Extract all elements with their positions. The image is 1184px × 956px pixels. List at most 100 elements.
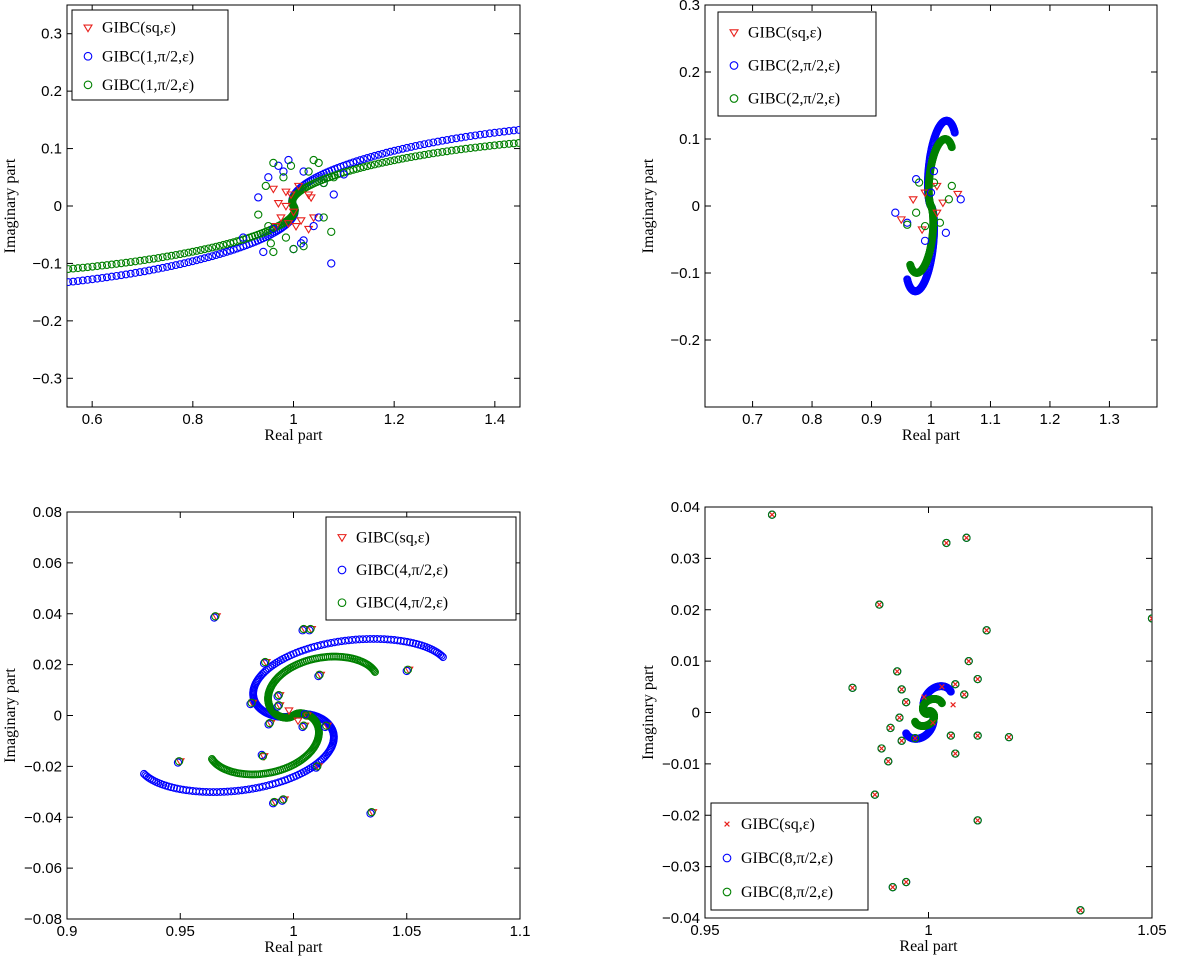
series-point-3 (279, 795, 288, 804)
legend-box (717, 11, 877, 117)
legend: GIBC(sq,ε) GIBC(2,π/2,ε) GIBC(2,π/2,ε) (717, 11, 877, 117)
series-point-3 (903, 220, 912, 229)
series-point-1 (293, 717, 303, 726)
y-tick-label: 0.04 (33, 606, 62, 623)
series-point-3 (947, 181, 956, 191)
spiral-point-blue (535, 125, 542, 132)
series-point-1 (887, 725, 894, 731)
series-point-3 (319, 213, 328, 222)
spiral-point-green (457, 145, 465, 154)
spiral-point-blue (67, 278, 73, 287)
spiral-point-blue (219, 249, 228, 257)
series-point-3 (301, 711, 311, 720)
spiral-point-green (642, 134, 649, 141)
series-point-3 (403, 665, 413, 674)
series-point-2 (299, 167, 308, 176)
spiral-point-green (93, 262, 102, 271)
spiral-point-blue (411, 142, 420, 150)
spiral-point-green (208, 756, 217, 765)
spiral-point-blue (154, 264, 163, 273)
series-point-1 (1077, 907, 1084, 914)
series-point-2 (296, 239, 306, 248)
series-point-3 (875, 600, 884, 609)
series-point-1 (963, 535, 970, 541)
spiral-point-green (8, 270, 15, 277)
spiral-point-blue (356, 156, 365, 165)
spiral-point-blue (402, 143, 411, 152)
spiral-point-green (69, 264, 78, 273)
y-tick-label: −0.06 (24, 860, 62, 877)
spiral-point-green (208, 755, 216, 763)
spiral-point-green (563, 136, 570, 143)
spiral-point-green (67, 265, 73, 273)
series-point-1 (932, 209, 942, 218)
series-point-3 (895, 713, 904, 722)
series-point-3 (289, 244, 298, 254)
series-point-3 (174, 757, 184, 766)
y-tick-label: −0.02 (24, 758, 62, 775)
spiral-point-green (374, 159, 383, 168)
spiral-point-blue (46, 281, 53, 288)
spiral-point-green (192, 246, 201, 255)
data-layer (0, 122, 660, 291)
series-point-1 (974, 817, 981, 824)
spiral-point-green (363, 162, 372, 171)
series-point-3 (951, 749, 960, 758)
spiral-point-blue (126, 269, 135, 278)
chart-panel-2: 0.7 0.8 0.9 1 1.1 1.2 1.3 −0.2 −0.1 0 0.1 0.2 0.3 Rea… (640, 0, 1158, 444)
legend-marker (724, 821, 730, 827)
y-tick-label: −0.3 (32, 370, 62, 387)
spiral-point-green (653, 134, 660, 141)
series-point-1 (983, 627, 990, 634)
spiral-point-blue (67, 280, 68, 285)
series-point-1 (912, 735, 918, 742)
spiral-point-blue (950, 128, 959, 137)
spiral-point-green (558, 136, 565, 143)
series-point-1 (283, 220, 294, 229)
spiral-point-blue (171, 261, 180, 270)
spiral-point-green (102, 261, 111, 269)
spiral-point-blue (176, 785, 184, 794)
x-axis-title: Real part (899, 938, 958, 955)
series-point-3 (914, 178, 924, 187)
series-point-3 (274, 701, 283, 710)
series-point-3 (322, 721, 331, 730)
spiral-point-blue (429, 138, 438, 147)
spiral-point-blue (568, 122, 575, 129)
x-tick-label: 0.8 (182, 411, 203, 428)
spiral-point-green (107, 260, 116, 269)
spiral-point-green (590, 135, 597, 142)
series-point-3 (884, 757, 893, 766)
spiral-point-blue (8, 284, 15, 291)
y-tick-label: −0.01 (662, 756, 700, 773)
spiral-point-green (599, 135, 606, 142)
spiral-point-blue (196, 255, 205, 264)
series-point-3 (319, 178, 328, 188)
spiral-point-blue (140, 769, 148, 778)
legend-label: GIBC(sq,ε) (741, 816, 815, 833)
series-point-1 (953, 190, 963, 199)
spiral-point-green (0, 270, 1, 277)
spiral-point-blue (158, 263, 167, 272)
x-tick-label: 0.9 (57, 923, 78, 940)
spiral-point-blue (13, 283, 20, 290)
spiral-point-blue (192, 256, 201, 265)
y-axis-title: Imaginary part (2, 158, 19, 253)
spiral-point-green (352, 164, 361, 173)
legend-label: GIBC(2,π/2,ε) (748, 91, 840, 108)
chart-panel-4: 0.95 1 1.05 −0.04 −0.03 −0.02 −0.01 0 0.01 0.02 0.… (640, 499, 1167, 955)
spiral-point-green (226, 239, 235, 248)
series-point-3 (888, 883, 897, 892)
spiral-point-blue (490, 128, 499, 137)
spiral-point-green (471, 143, 480, 152)
spiral-point-green (131, 257, 140, 266)
spiral-point-blue (112, 271, 121, 280)
spiral-point-blue (88, 275, 97, 284)
spiral-point-green (359, 163, 368, 172)
y-tick-label: −0.1 (670, 265, 700, 282)
spiral-point-blue (390, 146, 399, 155)
series-point-2 (920, 236, 930, 245)
spiral-point-green (603, 134, 610, 141)
spiral-point-blue (439, 653, 447, 662)
series-point-3 (279, 173, 288, 182)
